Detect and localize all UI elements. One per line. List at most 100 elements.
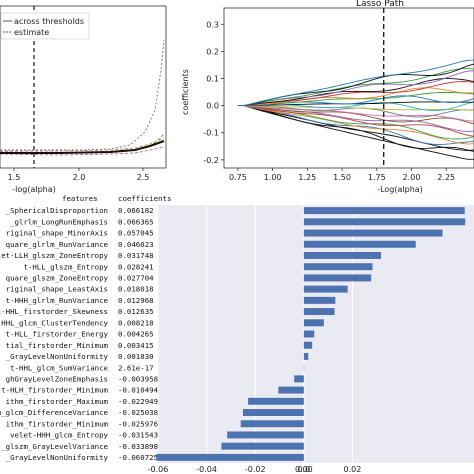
bar-xtick-label: -0.06	[148, 465, 169, 474]
cv-legend	[0, 12, 90, 40]
coef-bar	[294, 375, 304, 383]
coef-bar	[303, 263, 373, 271]
lasso-xtick-label: 1.50	[333, 173, 351, 182]
lasso-title: Lasso Path	[356, 0, 404, 9]
lasso-ytick-label: -0.2	[203, 156, 219, 165]
coef-bar	[303, 240, 416, 248]
table-feature-name: tial_firstorder_Minimum	[6, 341, 109, 350]
coef-panel: features coefficients _SphericalDispropo…	[0, 194, 474, 474]
lasso-coef-path	[237, 59, 474, 107]
cv-xlabel: -log(alpha)	[12, 185, 56, 194]
lasso-coef-path	[237, 105, 474, 111]
table-feature-name: ghGrayLevelZoneEmphasis	[6, 374, 108, 383]
coef-bar	[278, 386, 304, 394]
lasso-coef-path	[237, 105, 474, 137]
table-coef-value: 0.031748	[118, 251, 154, 260]
table-feature-name: _GrayLevelNonUniformity	[6, 352, 109, 361]
table-coef-value: -0.010494	[118, 386, 159, 395]
lasso-coef-path	[237, 105, 474, 145]
lasso-ytick-label: 0.2	[206, 47, 219, 56]
table-coef-value: 0.012635	[118, 307, 154, 316]
table-feature-name: _SphericalDisproportion	[6, 206, 108, 215]
bar-xtick-label: -0.02	[245, 465, 266, 474]
coef-bar	[221, 442, 304, 450]
bar-grid	[157, 205, 353, 463]
table-feature-name: t-HHL_glcm_SumVariance	[10, 363, 108, 372]
table-coef-value: -0.003958	[118, 374, 158, 383]
lasso-coef-path	[237, 87, 474, 107]
table-feature-name: velet-HHH_glcm_Entropy	[10, 431, 108, 440]
lasso-ytick-label: 0.3	[206, 20, 219, 29]
coef-bar	[303, 296, 336, 304]
table-coef-value: 0.066182	[118, 206, 154, 215]
table-feature-name: ithm_firstorder_Maximum	[6, 397, 109, 406]
coef-bar	[156, 453, 304, 461]
coef-bar	[303, 252, 382, 259]
table-feature-name: t-HHL_firstorder_Skewness	[0, 307, 108, 316]
table-feature-name: velet-LLH_glszm_ZoneEntropy	[0, 251, 109, 260]
table-coef-value: -0.025038	[118, 408, 158, 417]
table-feature-name: t-HLL_firstorder_Energy	[6, 330, 109, 339]
cv-legend-label-1: across thresholds	[14, 17, 84, 26]
table-feature-name: ithm_firstorder_Minimum	[6, 419, 109, 428]
table-feature-name: ithm_glcm_DifferenceVariance	[0, 408, 109, 417]
cv-xtick-label-1: 1.5	[8, 173, 21, 182]
bar-xtick-label: 0.0	[297, 465, 310, 474]
table-header-features: features	[62, 194, 98, 203]
coef-bar	[242, 409, 304, 416]
lasso-xtick-label: 0.75	[229, 173, 247, 182]
table-feature-name: quare_glrlm_RunVariance	[6, 240, 109, 249]
lasso-ylabel: coefficients	[181, 69, 190, 115]
bar-xticks: -0.06 -0.04 -0.02 0.00 0.02 0.0	[148, 465, 362, 474]
table-feature-name: t-HLL_glszm_Entropy	[23, 262, 108, 271]
lasso-coef-path	[237, 78, 474, 107]
bars	[156, 207, 466, 461]
lasso-coef-path	[237, 105, 474, 151]
lasso-yticks: 0.3 0.2 0.1 0.0 -0.1 -0.2	[203, 20, 224, 165]
table-coef-value: -0.025976	[118, 419, 158, 428]
lasso-coef-path	[237, 101, 474, 107]
lasso-xtick-label: 2.25	[437, 173, 455, 182]
coef-bar	[303, 218, 466, 226]
lasso-coef-path	[237, 105, 474, 125]
coef-bar	[303, 330, 315, 338]
cv-curve-3	[0, 137, 165, 152]
coef-bar	[303, 308, 335, 316]
lasso-ytick-label: -0.1	[203, 129, 219, 138]
lasso-xtick-label: 2.00	[403, 173, 421, 182]
cv-curve-1	[0, 39, 165, 151]
table-feature-name: quare_glszm_ZoneEntropy	[6, 274, 109, 283]
table-feature-name: _GrayLevelNonUniformity	[6, 453, 109, 462]
coef-bar	[227, 431, 304, 439]
table-coef-value: 0.001830	[118, 352, 154, 361]
table-coef-value: 0.018018	[118, 285, 154, 294]
table-coef-value: 0.057045	[118, 229, 154, 238]
table-coef-value: 0.003415	[118, 341, 154, 350]
table-coef-value: -0.031543	[118, 431, 158, 440]
lasso-coef-path	[237, 105, 474, 160]
table-header-coefficients: coefficients	[118, 194, 171, 203]
lasso-panel: Lasso Path coefficients 0.3 0.2 0.1 0.0 -0.1…	[181, 0, 474, 194]
lasso-xlabel: -Log(alpha)	[377, 185, 423, 194]
lasso-coef-path	[237, 105, 474, 152]
table-coef-value: 0.027704	[118, 274, 154, 283]
cv-legend-label-2: estimate	[14, 28, 49, 37]
table-rows: _SphericalDisproportion 0.066182 _glrlm_Lo…	[0, 206, 159, 462]
table-coef-value: -0.060725	[118, 453, 158, 462]
table-coef-value: 0.008218	[118, 318, 154, 327]
coef-bar	[303, 285, 348, 293]
cv-panel: across thresholds estimate 1.5 2.0 2.5 -…	[0, 5, 167, 194]
table-feature-name: t-HLH_firstorder_Minimum	[1, 386, 108, 395]
table-feature-name: riginal_shape_MinorAxis	[6, 229, 108, 238]
bar-plot-area	[158, 205, 474, 463]
coef-bar	[303, 229, 443, 237]
table-feature-name: _glrlm_LongRunEmphasis	[10, 217, 108, 226]
table-coef-value: 0.028241	[118, 262, 154, 271]
cv-xtick-label-2: 2.0	[73, 173, 86, 182]
lasso-ytick-label: 0.0	[206, 102, 219, 111]
lasso-ytick-label: 0.1	[206, 75, 219, 84]
lasso-xticks: 0.75 1.00 1.25 1.50 1.75 2.00 2.25	[229, 168, 455, 182]
lasso-paths	[237, 59, 474, 160]
table-coef-value: 0.012968	[118, 296, 154, 305]
coef-bar	[303, 319, 324, 327]
